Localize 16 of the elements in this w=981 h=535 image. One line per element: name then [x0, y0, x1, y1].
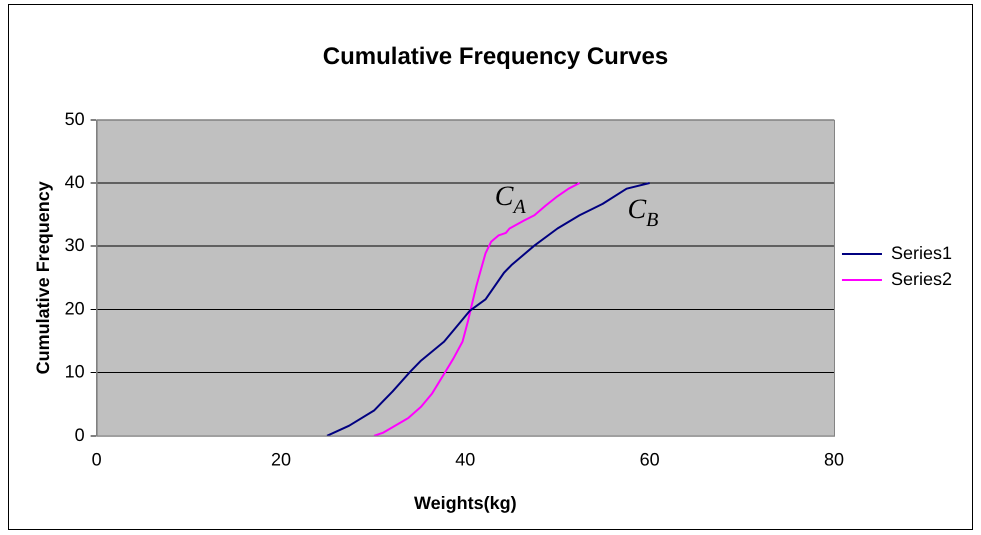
- legend-label: Series2: [890, 268, 952, 289]
- x-tick-label: 0: [92, 450, 102, 470]
- x-tick-label: 40: [455, 450, 476, 470]
- y-tick-label: 30: [64, 235, 85, 256]
- x-tick-label: 80: [824, 450, 844, 470]
- y-tick-label: 50: [64, 108, 85, 129]
- y-tick-label: 0: [74, 424, 85, 445]
- legend-label: Series1: [890, 242, 952, 263]
- x-tick-label: 20: [270, 450, 291, 470]
- chart-title: Cumulative Frequency Curves: [322, 43, 668, 70]
- x-axis-title: Weights(kg): [414, 493, 517, 514]
- y-tick-label: 20: [64, 298, 85, 318]
- y-tick-label: 10: [64, 362, 85, 382]
- x-tick-label: 60: [640, 450, 660, 470]
- y-axis-title: Cumulative Frequency: [32, 181, 53, 374]
- y-tick-label: 40: [64, 172, 85, 192]
